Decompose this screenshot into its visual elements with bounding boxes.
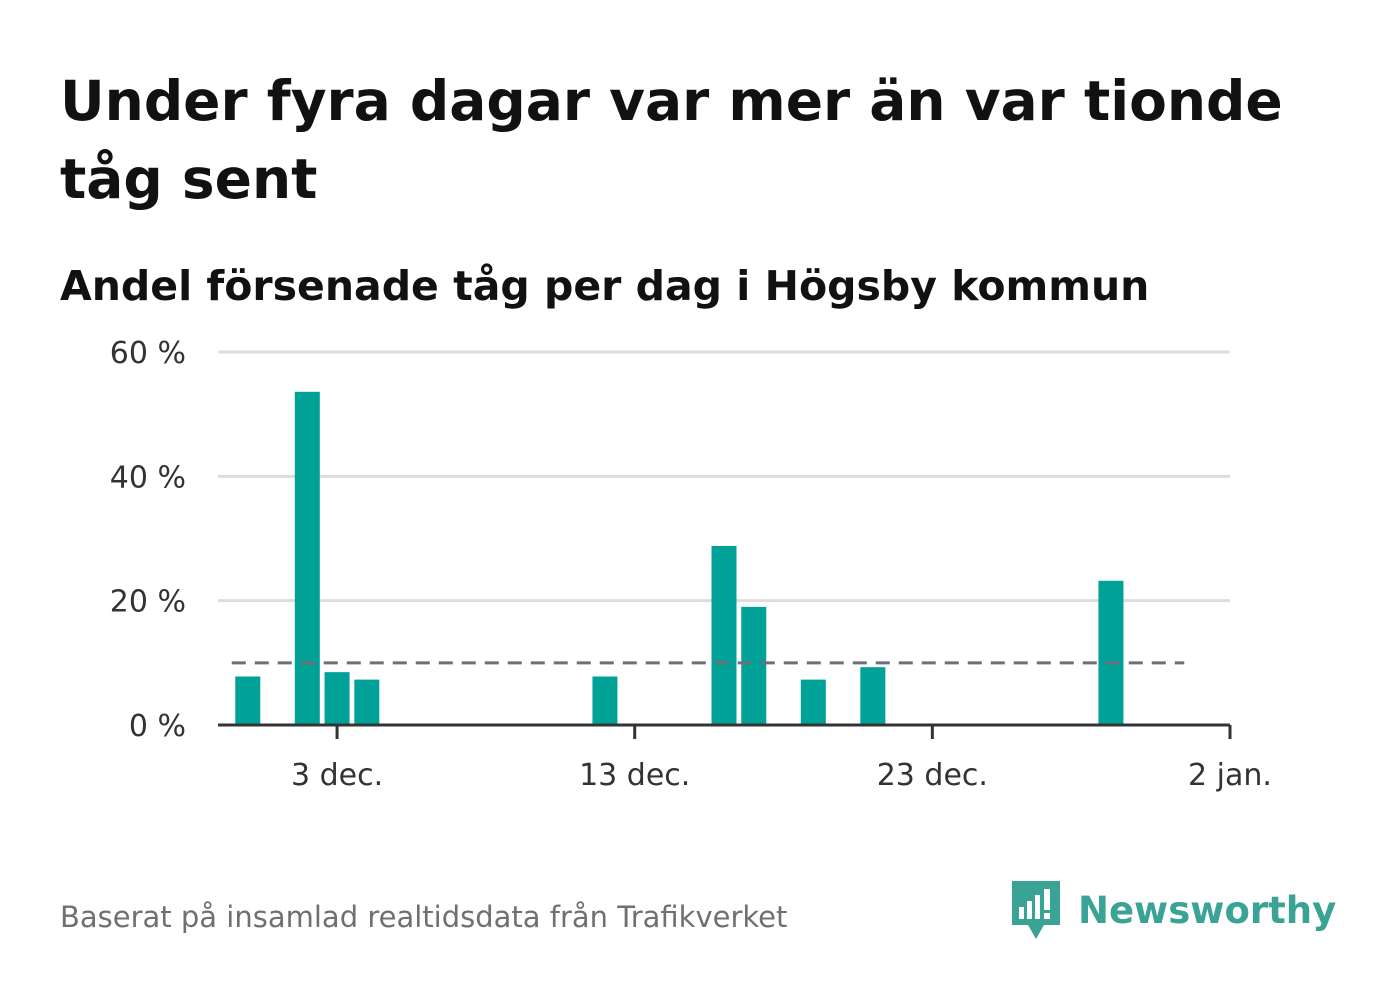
- bar: [1098, 580, 1124, 725]
- source-note: Baserat på insamlad realtidsdata från Tr…: [60, 900, 788, 934]
- y-tick-label: 0 %: [129, 709, 186, 744]
- bar: [354, 679, 380, 725]
- newsworthy-logo-icon: [1012, 881, 1060, 939]
- newsworthy-logo: Newsworthy: [1010, 878, 1336, 942]
- x-tick-label: 13 dec.: [579, 758, 690, 793]
- bar: [800, 679, 826, 725]
- bar: [235, 676, 261, 725]
- x-tick-label: 3 dec.: [291, 758, 383, 793]
- bar: [324, 672, 350, 725]
- chart-title: Under fyra dagar var mer än var tionde t…: [60, 69, 1283, 211]
- bar: [860, 667, 886, 725]
- bar-chart: 0 % 20 % 40 % 60 % 3 dec. 13 dec. 23 dec. 2 ja…: [110, 336, 1272, 793]
- brand-name: Newsworthy: [1078, 888, 1337, 932]
- bars: [235, 391, 1124, 725]
- x-tick-label: 23 dec.: [877, 758, 988, 793]
- bar: [294, 391, 320, 725]
- y-tick-label: 20 %: [110, 585, 186, 620]
- x-axis-ticks: 3 dec. 13 dec. 23 dec. 2 jan.: [291, 725, 1272, 793]
- y-tick-label: 40 %: [110, 460, 186, 495]
- bar: [711, 545, 737, 725]
- bar: [592, 676, 618, 725]
- x-tick-label: 2 jan.: [1188, 758, 1272, 793]
- y-axis-labels: 0 % 20 % 40 % 60 %: [110, 336, 186, 744]
- bar: [741, 606, 767, 725]
- chart-subtitle: Andel försenade tåg per dag i Högsby kom…: [60, 262, 1150, 310]
- y-tick-label: 60 %: [110, 336, 186, 371]
